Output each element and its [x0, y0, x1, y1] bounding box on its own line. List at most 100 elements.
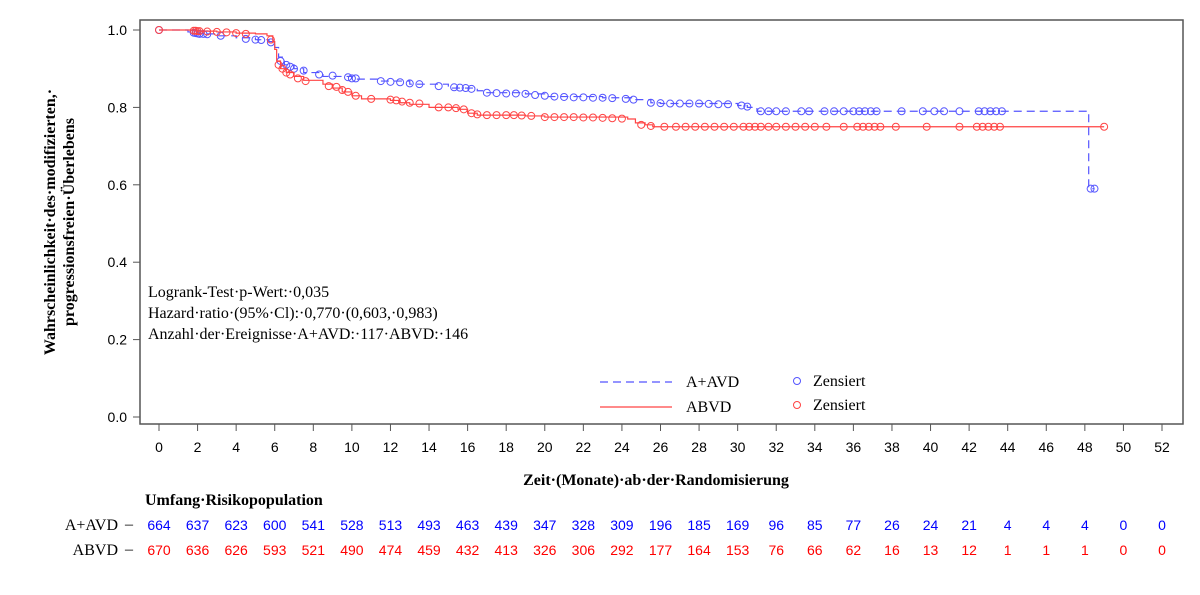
censor-marker-abvd — [681, 122, 690, 131]
censor-marker-abvd — [646, 121, 655, 130]
x-tick-label: 22 — [576, 439, 592, 455]
x-tick-label: 38 — [884, 439, 900, 455]
censor-marker-a-avd — [376, 77, 385, 86]
risk-value-abvd: 177 — [649, 542, 673, 558]
censor-marker-abvd — [301, 77, 310, 86]
censor-marker-abvd — [617, 114, 626, 123]
censor-marker-abvd — [608, 114, 617, 123]
censor-marker-abvd — [922, 122, 931, 131]
censor-marker-abvd — [459, 105, 468, 114]
censor-marker-a-avd — [955, 107, 964, 116]
risk-value-a-avd: 21 — [961, 517, 977, 533]
censor-marker-a-avd — [974, 107, 983, 116]
censor-marker-abvd — [700, 122, 709, 131]
x-axis-title: Zeit·(Monate)·ab·der·Randomisierung — [523, 472, 789, 489]
censor-marker-abvd — [155, 26, 163, 34]
censor-marker-abvd — [527, 111, 536, 120]
censor-marker-a-avd — [629, 95, 638, 104]
censor-marker-abvd — [405, 98, 414, 107]
plot-frame — [139, 19, 1184, 425]
x-tick-label: 24 — [614, 439, 630, 455]
censor-marker-abvd — [839, 122, 848, 131]
risk-value-abvd: 16 — [884, 542, 900, 558]
risk-value-a-avd: 77 — [846, 517, 862, 533]
x-tick-label: 14 — [421, 439, 437, 455]
censor-marker-abvd — [853, 122, 862, 131]
x-tick-label: 44 — [1000, 439, 1016, 455]
risk-row-dash: – — [124, 541, 134, 558]
x-tick-label: 4 — [232, 439, 240, 455]
risk-row-label-abvd: ABVD — [73, 542, 118, 559]
risk-value-a-avd: 24 — [923, 517, 939, 533]
censor-marker-abvd — [729, 122, 738, 131]
censor-marker-a-avd — [315, 70, 324, 79]
censor-marker-abvd — [598, 113, 607, 122]
legend: A+AVD ABVD Zensiert Zensiert — [600, 373, 866, 416]
censor-marker-abvd — [972, 122, 981, 131]
censor-marker-abvd — [550, 113, 559, 122]
risk-value-a-avd: 0 — [1120, 517, 1128, 533]
censor-marker-a-avd — [695, 99, 704, 108]
censor-marker-a-avd — [415, 80, 424, 89]
risk-value-abvd: 12 — [961, 542, 977, 558]
annotation-logrank: Logrank-Test·p-Wert:·0,035 — [148, 284, 329, 301]
censor-marker-a-avd — [608, 94, 617, 103]
censor-marker-a-avd — [860, 107, 869, 116]
censor-marker-a-avd — [764, 107, 773, 116]
censor-marker-a-avd — [830, 107, 839, 116]
censor-marker-a-avd — [666, 99, 675, 108]
censor-marker-a-avd — [450, 83, 459, 92]
censor-marker-a-avd — [241, 34, 250, 43]
censor-marker-a-avd — [511, 89, 520, 98]
censor-marker-abvd — [810, 122, 819, 131]
censor-marker-abvd — [482, 111, 491, 120]
censor-marker-abvd — [876, 122, 885, 131]
censor-marker-abvd — [751, 122, 760, 131]
censor-marker-a-avd — [588, 93, 597, 102]
censor-marker-abvd — [710, 122, 719, 131]
risk-value-a-avd: 26 — [884, 517, 900, 533]
censor-marker-a-avd — [540, 91, 549, 100]
x-tick-label: 48 — [1077, 439, 1093, 455]
risk-value-abvd: 432 — [456, 542, 480, 558]
y-tick-label: 0.6 — [108, 177, 128, 193]
risk-value-abvd: 164 — [687, 542, 711, 558]
risk-value-abvd: 670 — [147, 542, 171, 558]
x-tick-label: 26 — [653, 439, 669, 455]
risk-value-a-avd: 493 — [417, 517, 441, 533]
censor-marker-abvd — [344, 87, 353, 96]
censor-marker-a-avd — [386, 77, 395, 86]
censor-marker-a-avd — [344, 73, 353, 82]
risk-value-a-avd: 513 — [379, 517, 403, 533]
risk-value-a-avd: 347 — [533, 517, 557, 533]
risk-table-title: Umfang·Risikopopulation — [145, 492, 323, 509]
censor-marker-a-avd — [781, 107, 790, 116]
risk-value-a-avd: 309 — [610, 517, 634, 533]
x-tick-label: 28 — [691, 439, 707, 455]
censor-marker-abvd — [517, 111, 526, 120]
censor-marker-abvd — [282, 68, 291, 77]
x-tick-label: 18 — [498, 439, 514, 455]
censor-marker-abvd — [473, 110, 482, 119]
y-tick-label: 0.2 — [108, 332, 128, 348]
censor-marker-abvd — [286, 70, 295, 79]
risk-value-abvd: 459 — [417, 542, 441, 558]
censor-marker-a-avd — [502, 89, 511, 98]
legend-label-a-avd: A+AVD — [686, 374, 739, 391]
censor-marker-abvd — [560, 113, 569, 122]
risk-value-a-avd: 439 — [495, 517, 519, 533]
x-tick-label: 42 — [961, 439, 977, 455]
censor-marker-abvd — [990, 122, 999, 131]
censor-marker-abvd — [222, 28, 231, 37]
censor-marker-abvd — [691, 122, 700, 131]
censor-marker-a-avd — [940, 107, 949, 116]
censor-marker-abvd — [509, 111, 518, 120]
risk-value-abvd: 474 — [379, 542, 403, 558]
risk-value-a-avd: 0 — [1158, 517, 1166, 533]
y-tick-label: 0.0 — [108, 409, 128, 425]
censor-marker-abvd — [739, 122, 748, 131]
x-tick-label: 0 — [155, 439, 163, 455]
censor-marker-abvd — [891, 122, 900, 131]
censor-marker-a-avd — [737, 101, 746, 110]
censor-marker-abvd — [745, 122, 754, 131]
